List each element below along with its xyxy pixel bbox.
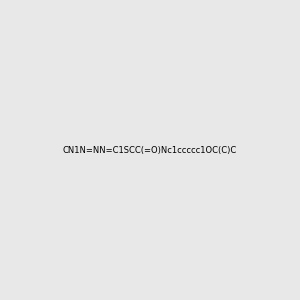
Text: CN1N=NN=C1SCC(=O)Nc1ccccc1OC(C)C: CN1N=NN=C1SCC(=O)Nc1ccccc1OC(C)C	[63, 146, 237, 154]
